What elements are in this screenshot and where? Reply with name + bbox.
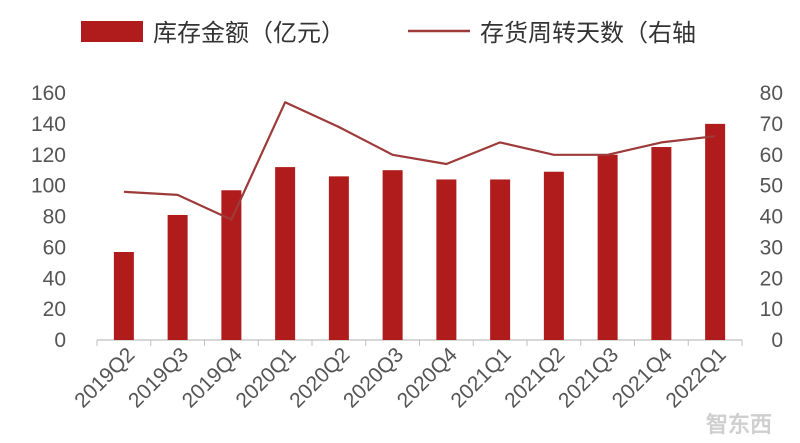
y-right-tick-label: 20 (760, 267, 783, 290)
y-left-tick-label: 100 (31, 175, 66, 198)
y-left-tick-label: 0 (54, 329, 66, 352)
legend: 库存金额（亿元） 存货周转天数（右轴 (81, 19, 696, 47)
bar (275, 167, 296, 340)
legend-bar-label: 库存金额（亿元） (153, 19, 345, 47)
y-right-tick-label: 10 (760, 298, 783, 321)
y-left-tick-label: 120 (31, 144, 66, 167)
bar (436, 179, 457, 340)
bar (597, 154, 618, 340)
bar (382, 170, 403, 340)
y-left-tick-label: 40 (43, 267, 66, 290)
y-right-tick-label: 80 (760, 82, 783, 105)
y-left-tick-label: 20 (43, 298, 66, 321)
bar (651, 147, 672, 340)
watermark: 智东西 (706, 412, 772, 438)
y-right-tick-label: 60 (760, 144, 783, 167)
bar (705, 123, 726, 340)
x-tick-label: 2022Q1 (662, 343, 731, 412)
bar (221, 190, 242, 340)
bar (167, 214, 188, 340)
y-left-tick-label: 60 (43, 236, 66, 259)
y-left-tick-label: 160 (31, 82, 66, 105)
bar (490, 179, 511, 340)
y-left-tick-label: 80 (43, 206, 66, 229)
legend-bar-swatch (81, 21, 143, 42)
y-left-tick-label: 140 (31, 113, 66, 136)
y-right-tick-label: 30 (760, 236, 783, 259)
y-right-tick-label: 40 (760, 206, 783, 229)
bar (328, 176, 349, 340)
y-right-tick-label: 70 (760, 113, 783, 136)
bar (543, 171, 564, 340)
line-series (123, 101, 716, 221)
legend-line-label: 存货周转天数（右轴 (480, 19, 696, 47)
y-right-tick-label: 50 (760, 175, 783, 198)
plot-area: 0 20 40 60 80 100 120 140 160 0 10 20 30 40 50 60 70 80 20… (31, 82, 783, 412)
y-right-tick-label: 0 (771, 329, 783, 352)
bar (113, 252, 134, 340)
